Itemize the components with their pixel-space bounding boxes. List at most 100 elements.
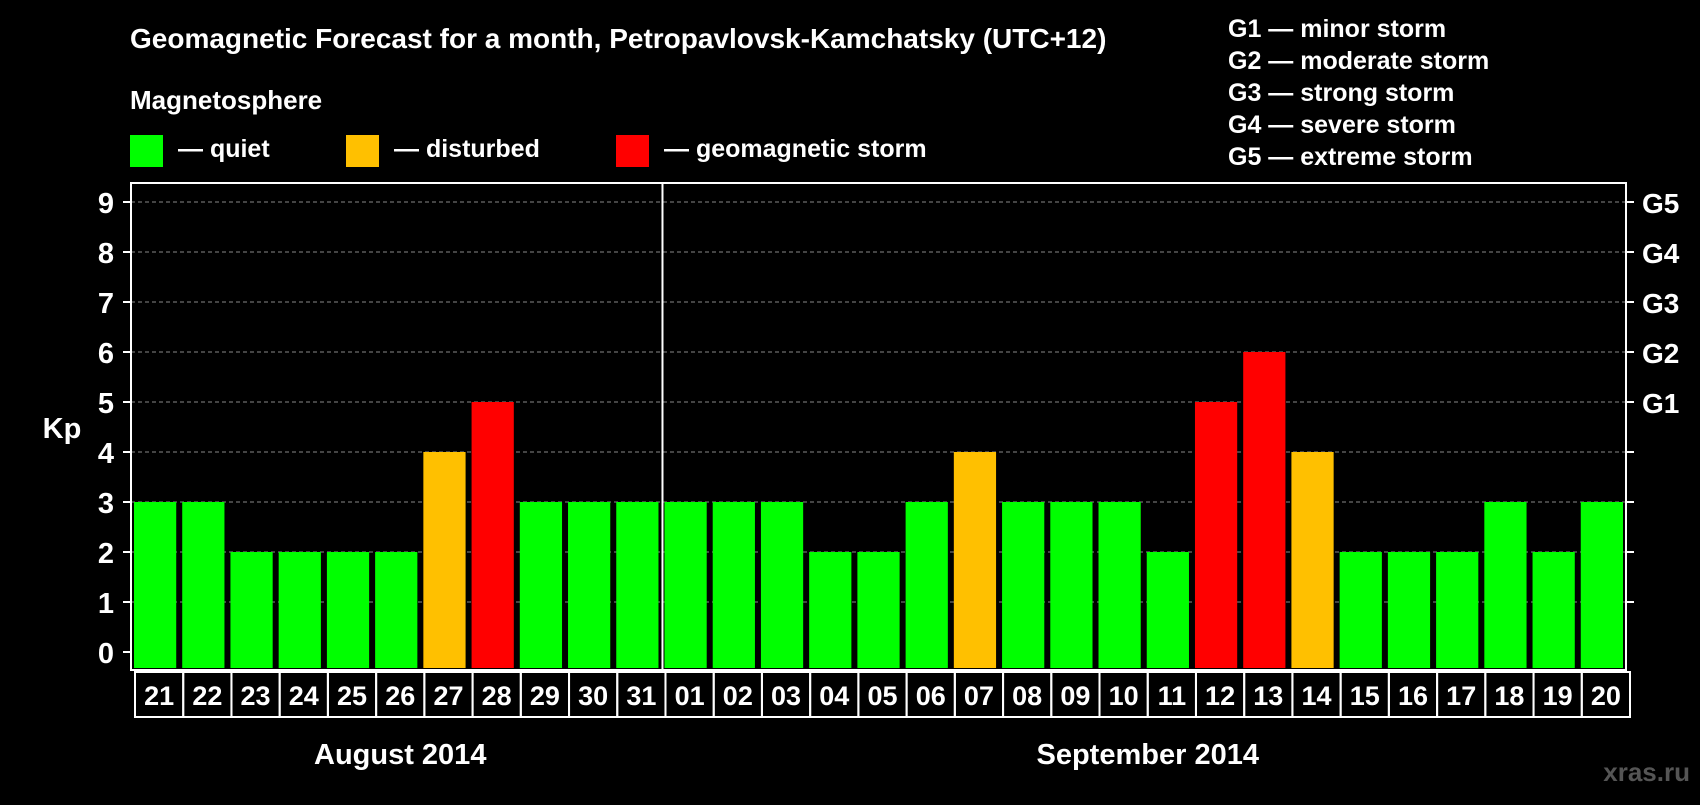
- storm-scale-g1: G1 — minor storm: [1228, 15, 1446, 43]
- category-label: 12: [1205, 681, 1235, 711]
- category-label: 05: [867, 681, 897, 711]
- bar: [1243, 352, 1286, 668]
- storm-scale-g2: G2 — moderate storm: [1228, 47, 1489, 75]
- category-label: 27: [433, 681, 463, 711]
- bar: [809, 552, 852, 668]
- storm-scale-g4: G4 — severe storm: [1228, 111, 1456, 139]
- category-label: 25: [337, 681, 367, 711]
- category-label: 07: [964, 681, 994, 711]
- bar: [134, 502, 177, 668]
- y-tick-label: 6: [98, 338, 114, 370]
- y-tick-label: 9: [98, 188, 114, 220]
- y-tick-label: 2: [98, 538, 114, 570]
- bar: [905, 502, 948, 668]
- bar: [375, 552, 418, 668]
- category-label: 19: [1543, 681, 1573, 711]
- bar: [1436, 552, 1479, 668]
- category-label: 24: [289, 681, 319, 711]
- storm-scale-g3: G3 — strong storm: [1228, 79, 1454, 107]
- category-box: [1580, 671, 1631, 718]
- bar: [230, 552, 273, 668]
- legend-heading: Magnetosphere: [130, 85, 322, 115]
- right-tick-label: G2: [1642, 338, 1679, 369]
- category-label: 11: [1158, 681, 1187, 711]
- category-label: 16: [1398, 681, 1428, 711]
- right-tick-label: G4: [1642, 238, 1680, 269]
- bar: [1484, 502, 1527, 668]
- watermark: xras.ru: [1603, 757, 1690, 787]
- bar: [1339, 552, 1382, 668]
- bar: [953, 452, 997, 668]
- bar: [616, 502, 659, 668]
- bar: [471, 402, 514, 668]
- y-tick-label: 8: [98, 238, 114, 270]
- legend-label-storm: — geomagnetic storm: [664, 135, 927, 163]
- category-label: 14: [1302, 681, 1332, 711]
- legend-swatch-disturbed: [346, 135, 379, 167]
- month-label: August 2014: [314, 739, 486, 771]
- legend-swatch-quiet: [130, 135, 163, 167]
- legend-label-disturbed: — disturbed: [394, 135, 540, 163]
- category-label: 18: [1494, 681, 1524, 711]
- category-label: 08: [1012, 681, 1042, 711]
- category-label: 30: [578, 681, 608, 711]
- y-tick-label: 1: [98, 588, 114, 620]
- bar: [857, 552, 900, 668]
- category-label: 02: [723, 681, 753, 711]
- bar: [278, 552, 321, 668]
- bar: [712, 502, 755, 668]
- category-label: 09: [1060, 681, 1090, 711]
- bar: [423, 452, 466, 668]
- category-label: 06: [916, 681, 946, 711]
- bar: [519, 502, 563, 668]
- y-axis-label: Kp: [43, 413, 82, 445]
- category-label: 31: [626, 681, 656, 711]
- category-label: 20: [1591, 681, 1621, 711]
- bar: [1580, 502, 1623, 668]
- category-label: 28: [482, 681, 512, 711]
- category-label: 13: [1253, 681, 1283, 711]
- category-label: 21: [144, 681, 174, 711]
- chart-title: Geomagnetic Forecast for a month, Petrop…: [130, 23, 1106, 54]
- y-tick-label: 7: [98, 288, 114, 320]
- bars-layer: [134, 352, 1623, 668]
- storm-scale-g5: G5 — extreme storm: [1228, 143, 1473, 171]
- y-tick-label: 5: [98, 388, 114, 420]
- category-label: 26: [385, 681, 415, 711]
- bar: [760, 502, 804, 668]
- bar: [1532, 552, 1575, 668]
- bar: [1050, 502, 1093, 668]
- category-label: 29: [530, 681, 560, 711]
- bar: [326, 552, 370, 668]
- category-label: 10: [1109, 681, 1139, 711]
- y-tick-label: 3: [98, 488, 114, 520]
- storm-scale-legend: G1 — minor storm G2 — moderate storm G3 …: [1228, 15, 1489, 171]
- category-label: 15: [1350, 681, 1380, 711]
- right-tick-label: G1: [1642, 388, 1679, 419]
- right-tick-label: G3: [1642, 288, 1679, 319]
- bar: [664, 502, 707, 668]
- month-label: September 2014: [1037, 739, 1259, 771]
- bar: [1098, 502, 1141, 668]
- y-tick-label: 4: [98, 438, 114, 470]
- right-tick-label: G5: [1642, 188, 1679, 219]
- category-label: 17: [1446, 681, 1476, 711]
- grid-layer: [131, 201, 1626, 603]
- bar: [1194, 402, 1238, 668]
- legend: — quiet — disturbed — geomagnetic storm: [130, 135, 927, 167]
- y-tick-label: 0: [98, 638, 114, 670]
- category-label: 04: [819, 681, 849, 711]
- bar: [568, 502, 611, 668]
- bar: [1002, 502, 1045, 668]
- bar: [1291, 452, 1334, 668]
- legend-swatch-storm: [616, 135, 649, 167]
- bar: [1387, 552, 1431, 668]
- axes-layer: [123, 182, 1634, 718]
- category-label: 01: [675, 681, 705, 711]
- plot-frame: [130, 182, 1627, 671]
- legend-label-quiet: — quiet: [178, 135, 270, 163]
- category-label: 23: [241, 681, 271, 711]
